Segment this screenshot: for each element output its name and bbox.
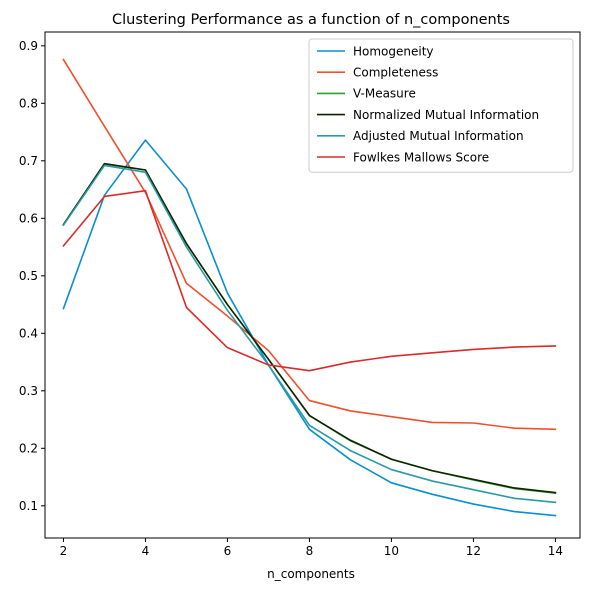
x-axis-title: n_components [267,567,355,581]
y-tick-label: 0.1 [19,499,38,513]
legend-label-adjusted-mutual-information: Adjusted Mutual Information [353,129,524,143]
y-tick-label: 0.9 [19,39,38,53]
x-tick-label: 12 [466,544,481,558]
legend-label-completeness: Completeness [353,66,438,80]
x-tick-label: 14 [548,544,563,558]
y-tick-label: 0.3 [19,384,38,398]
y-tick-label: 0.8 [19,96,38,110]
x-tick-label: 4 [142,544,150,558]
x-tick-label: 8 [306,544,314,558]
y-tick-label: 0.7 [19,154,38,168]
chart-title: Clustering Performance as a function of … [112,12,510,28]
y-tick-label: 0.5 [19,269,38,283]
y-tick-label: 0.4 [19,326,38,340]
y-tick-label: 0.2 [19,441,38,455]
x-tick-label: 6 [224,544,232,558]
x-tick-label: 10 [384,544,399,558]
legend-label-v-measure: V-Measure [353,87,416,101]
legend-label-normalized-mutual-information: Normalized Mutual Information [353,108,539,122]
legend-label-homogeneity: Homogeneity [353,44,434,58]
legend: Homogeneity Completeness V-Measure Normaliz… [309,39,573,172]
legend-label-fowlkes-mallows-score: Fowlkes Mallows Score [353,150,489,164]
y-tick-label: 0.6 [19,211,38,225]
x-tick-label: 2 [60,544,68,558]
